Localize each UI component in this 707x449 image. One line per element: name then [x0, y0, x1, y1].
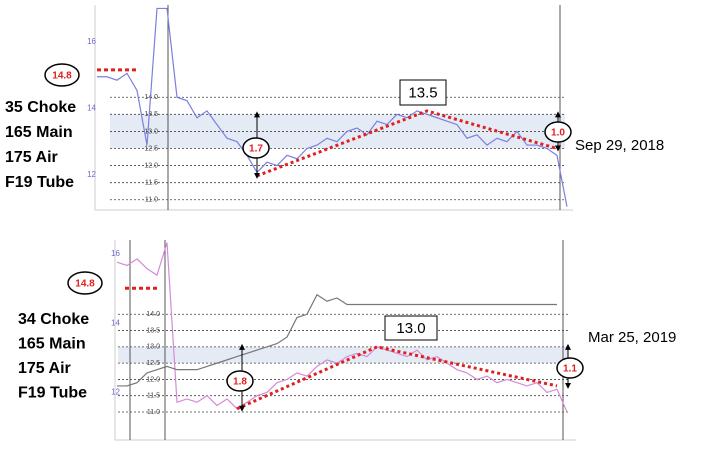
gap-label: 1.7 [249, 144, 263, 155]
peak-label: 13.5 [408, 84, 437, 101]
marker-oval [67, 271, 103, 295]
run-date: Sep 29, 2018 [575, 137, 664, 154]
run-date: Mar 25, 2019 [588, 329, 676, 346]
setup-line: 34 Choke [18, 311, 89, 328]
setup-line: F19 Tube [5, 174, 74, 191]
gap-label: 1.1 [563, 364, 577, 375]
peak-label: 13.0 [396, 320, 425, 337]
y-tick-label: 12.0 [146, 376, 160, 383]
y-tick-label: 12.5 [146, 360, 160, 367]
gap-oval [556, 357, 584, 379]
y-tick-label: 13.0 [146, 344, 160, 351]
y-tick-label: 11.0 [147, 409, 160, 416]
gap-oval [226, 370, 254, 392]
target-band [110, 114, 565, 149]
y-tick-label: 14.0 [146, 311, 160, 318]
y2-tick-label: 14 [111, 318, 120, 327]
y2-tick-label: 14 [87, 103, 96, 112]
gap-oval [544, 121, 572, 143]
gap-label: 1.0 [551, 128, 565, 139]
setup-line: F19 Tube [18, 385, 87, 402]
peak-box [384, 315, 438, 341]
data-line [97, 7, 568, 207]
trend-line [256, 109, 558, 178]
data-line [116, 242, 568, 413]
marker-label: 14.8 [52, 71, 72, 82]
setup-line: 165 Main [5, 124, 73, 141]
y2-tick-label: 16 [87, 37, 96, 46]
gap-label: 1.8 [233, 377, 247, 388]
setup-line: 35 Choke [5, 99, 76, 116]
setup-line: 175 Air [18, 360, 71, 377]
setup-line: 165 Main [18, 336, 86, 353]
y2-tick-label: 16 [111, 249, 120, 258]
marker-label: 14.8 [75, 279, 95, 290]
y2-tick-label: 12 [87, 170, 96, 179]
marker-oval [44, 63, 80, 87]
peak-box [399, 79, 447, 106]
y-tick-label: 13.5 [146, 327, 160, 334]
y-tick-label: 11.5 [147, 393, 160, 400]
setup-line: 175 Air [5, 149, 58, 166]
y2-tick-label: 12 [111, 388, 120, 397]
gap-oval [242, 137, 270, 159]
data-line [117, 293, 557, 387]
